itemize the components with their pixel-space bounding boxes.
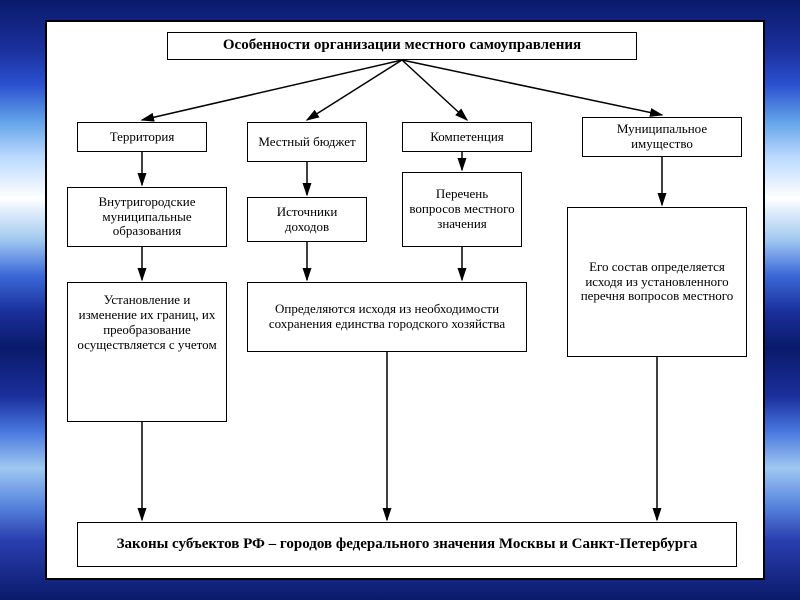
diagram-panel: Особенности организации местного самоупр… — [45, 20, 765, 580]
node-boundaries-label: Установление и изменение их границ, их п… — [74, 293, 220, 353]
node-determined-label: Определяются исходя из необходимости сох… — [254, 302, 520, 332]
node-boundaries: Установление и изменение их границ, их п… — [67, 282, 227, 422]
node-composition-label: Его состав определяется исходя из устано… — [574, 260, 740, 305]
node-question-list: Перечень вопросов местного значения — [402, 172, 522, 247]
node-property-label: Муниципальное имущество — [589, 122, 735, 152]
node-income-sources: Источники доходов — [247, 197, 367, 242]
node-income-sources-label: Источники доходов — [254, 205, 360, 235]
node-property: Муниципальное имущество — [582, 117, 742, 157]
node-laws-label: Законы субъектов РФ – городов федерально… — [117, 536, 698, 553]
title-box: Особенности организации местного самоупр… — [167, 32, 637, 60]
node-determined: Определяются исходя из необходимости сох… — [247, 282, 527, 352]
node-intracity-label: Внутригородские муниципальные образовани… — [74, 195, 220, 240]
node-intracity: Внутригородские муниципальные образовани… — [67, 187, 227, 247]
node-competence-label: Компетенция — [430, 130, 504, 145]
node-question-list-label: Перечень вопросов местного значения — [409, 187, 515, 232]
node-budget-label: Местный бюджет — [258, 135, 355, 150]
node-budget: Местный бюджет — [247, 122, 367, 162]
node-composition: Его состав определяется исходя из устано… — [567, 207, 747, 357]
node-laws: Законы субъектов РФ – городов федерально… — [77, 522, 737, 567]
node-territory-label: Территория — [110, 130, 175, 145]
title-text: Особенности организации местного самоупр… — [223, 37, 581, 54]
node-territory: Территория — [77, 122, 207, 152]
node-competence: Компетенция — [402, 122, 532, 152]
